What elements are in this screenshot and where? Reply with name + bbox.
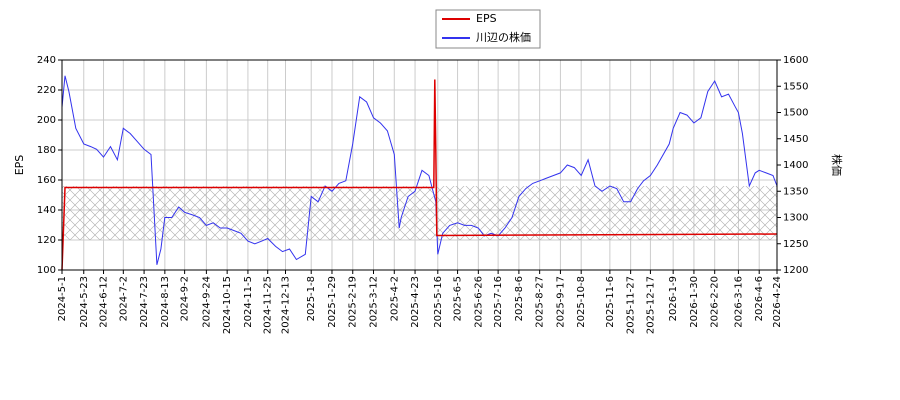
- y-tick-label: 200: [37, 115, 56, 126]
- x-tick-label: 2026-1-9: [668, 276, 679, 321]
- x-tick-label: 2026-2-20: [710, 276, 721, 328]
- x-tick-label: 2025-6-26: [473, 276, 484, 328]
- x-tick-label: 2025-1-29: [327, 276, 338, 328]
- x-tick-label: 2025-8-6: [514, 276, 525, 321]
- y-tick-label: 120: [37, 235, 56, 246]
- x-tick-label: 2024-7-2: [118, 276, 129, 321]
- x-tick-label: 2025-11-6: [605, 276, 616, 328]
- y-label: EPS: [13, 155, 26, 176]
- series-line: [61, 79, 778, 271]
- y-tick-label: 240: [37, 55, 56, 66]
- y2-tick-label: 1400: [783, 160, 808, 171]
- y2-tick-label: 1450: [783, 134, 808, 145]
- x-tick-label: 2024-11-25: [263, 276, 274, 334]
- legend-label: EPS: [476, 12, 497, 25]
- y2-tick-label: 1600: [783, 55, 808, 66]
- x-tick-label: 2025-8-27: [535, 276, 546, 328]
- x-tick-label: 2024-5-1: [57, 276, 68, 321]
- x-tick-label: 2025-1-8: [306, 276, 317, 321]
- x-tick-label: 2026-4-6: [754, 276, 765, 321]
- legend-label: 川辺の株価: [476, 30, 531, 44]
- y2-tick-label: 1300: [783, 213, 808, 224]
- y2-tick-label: 1500: [783, 108, 808, 119]
- x-tick-label: 2024-10-15: [222, 276, 233, 334]
- x-tick-label: 2024-12-13: [280, 276, 291, 334]
- x-tick-label: 2024-6-12: [99, 276, 110, 328]
- x-tick-label: 2025-6-5: [453, 276, 464, 321]
- x-tick-label: 2025-12-17: [645, 276, 656, 334]
- x-tick-label: 2024-9-24: [201, 276, 212, 328]
- x-tick-label: 2025-3-12: [369, 276, 380, 328]
- y-tick-label: 220: [37, 85, 56, 96]
- x-tick-label: 2024-5-23: [79, 276, 90, 328]
- x-tick-label: 2026-1-30: [689, 276, 700, 328]
- x-tick-label: 2025-4-23: [410, 276, 421, 328]
- y-tick-label: 180: [37, 145, 56, 156]
- x-tick-label: 2024-8-13: [160, 276, 171, 328]
- legend-entries: EPS 川辺の株価: [442, 12, 531, 44]
- range-band: [62, 186, 777, 240]
- y-tick-label: 160: [37, 175, 56, 186]
- x-tick-label: 2026-4-24: [772, 276, 783, 328]
- x-tick-label: 2025-10-8: [576, 276, 587, 328]
- y-tick-label: 140: [37, 205, 56, 216]
- y2-label: 株価: [830, 154, 844, 176]
- x-tick-label: 2025-5-16: [433, 276, 444, 328]
- x-tick-label: 2025-11-27: [626, 276, 637, 334]
- x-tick-label: 2024-9-2: [180, 276, 191, 321]
- x-tick-label: 2026-3-16: [733, 276, 744, 328]
- x-tick-label: 2024-11-5: [243, 276, 254, 328]
- y2-tick-label: 1250: [783, 239, 808, 250]
- legend: [435, 9, 541, 49]
- y2-tick-label: 1200: [783, 265, 808, 276]
- x-tick-label: 2024-7-23: [139, 276, 150, 328]
- y-tick-label: 100: [37, 265, 56, 276]
- x-tick-label: 2025-4-2: [389, 276, 400, 321]
- x-tick-label: 2025-7-16: [493, 276, 504, 328]
- x-tick-label: 2025-9-17: [555, 276, 566, 328]
- y2-tick-label: 1550: [783, 81, 808, 92]
- plot: [61, 75, 778, 271]
- x-tick-label: 2025-2-19: [348, 276, 359, 328]
- series-line: [61, 75, 778, 265]
- y2-tick-label: 1350: [783, 186, 808, 197]
